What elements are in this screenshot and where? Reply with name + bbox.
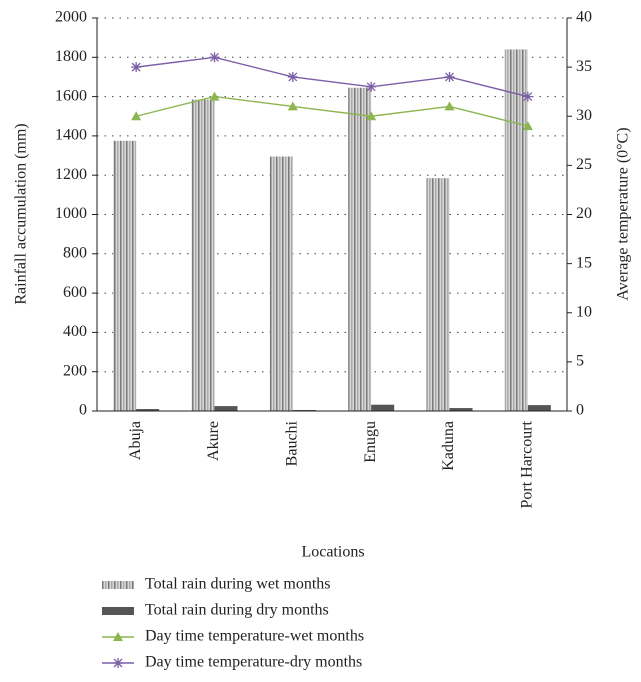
line: [135, 95, 529, 127]
x-tick-label: Kaduna: [440, 421, 457, 471]
bar: [504, 49, 528, 411]
y2-tick-label: 30: [576, 107, 592, 124]
y2-tick-label: 40: [576, 9, 592, 26]
y2-tick-label: 0: [576, 402, 584, 419]
y-tick-label: 600: [63, 284, 87, 301]
x-tick-label: Abuja: [127, 421, 144, 460]
y-tick-label: 1400: [55, 127, 87, 144]
y2-tick-label: 15: [576, 254, 592, 271]
y-tick-label: 1600: [55, 87, 87, 104]
legend-label: Total rain during dry months: [145, 602, 329, 619]
line-marker: [366, 81, 377, 92]
y-tick-label: 0: [79, 402, 87, 419]
y2-tick-label: 20: [576, 205, 592, 222]
line-marker: [366, 111, 377, 121]
y-tick-label: 2000: [55, 9, 87, 26]
y-tick-label: 1200: [55, 166, 87, 183]
line-marker: [522, 121, 533, 131]
bar: [348, 87, 372, 411]
bar: [269, 156, 293, 411]
y-tick-label: 1000: [55, 205, 87, 222]
line: [136, 56, 529, 98]
bar: [426, 178, 450, 411]
y2-tick-label: 10: [576, 303, 592, 320]
legend-label: Day time temperature-dry months: [145, 654, 362, 671]
y-tick-label: 1800: [55, 48, 87, 65]
line-marker: [209, 52, 220, 63]
line-marker: [113, 632, 123, 641]
legend-label: Day time temperature-wet months: [145, 628, 364, 645]
y-tick-label: 800: [63, 244, 87, 261]
line-marker: [287, 71, 298, 82]
y2-tick-label: 35: [576, 58, 592, 75]
y-tick-label: 200: [63, 362, 87, 379]
line-marker: [131, 111, 142, 121]
x-tick-label: Port Harcourt: [519, 420, 536, 508]
line-marker: [444, 101, 455, 111]
bar: [214, 406, 238, 411]
x-tick-label: Akure: [205, 421, 222, 461]
line-marker: [131, 62, 142, 73]
y-axis-title: Rainfall accumulation (mm): [13, 123, 30, 304]
bar: [113, 140, 137, 411]
line-marker: [444, 71, 455, 82]
legend-swatch: [102, 607, 134, 615]
line-marker: [522, 91, 533, 102]
line-marker: [287, 101, 298, 111]
y2-tick-label: 5: [576, 353, 584, 370]
x-tick-label: Enugu: [362, 421, 379, 463]
line-marker: [113, 658, 123, 668]
bar: [371, 404, 395, 411]
x-tick-label: Bauchi: [284, 420, 301, 466]
y2-tick-label: 25: [576, 156, 592, 173]
x-axis-title: Locations: [301, 544, 364, 561]
legend-swatch: [102, 581, 134, 589]
y2-axis-title: Average temperature (0°C): [615, 127, 632, 300]
y-tick-label: 400: [63, 323, 87, 340]
line-marker: [209, 91, 220, 101]
bar: [449, 408, 473, 411]
bar: [191, 99, 215, 412]
bar: [527, 405, 551, 411]
legend-label: Total rain during wet months: [145, 576, 331, 593]
bar: [136, 409, 160, 411]
